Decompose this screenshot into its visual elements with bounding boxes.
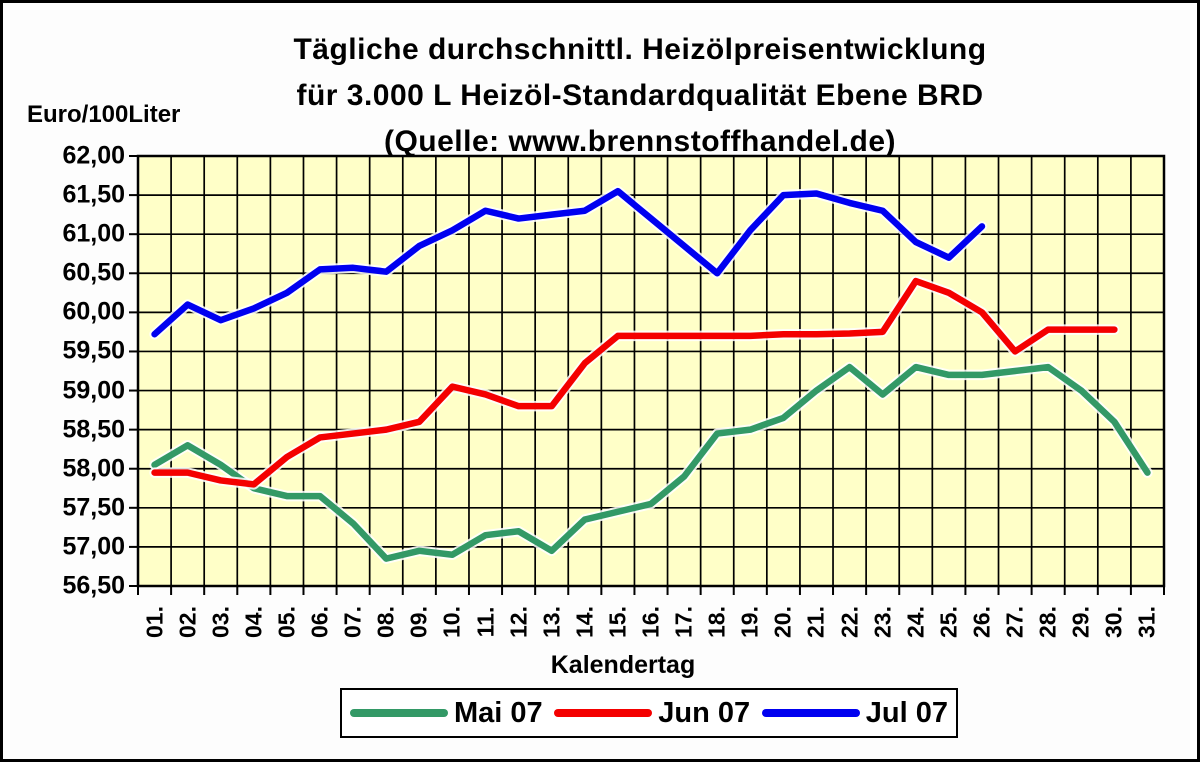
y-tick-label: 61,50 bbox=[62, 180, 125, 209]
legend-entry-mai-07: Mai 07 bbox=[350, 697, 543, 730]
legend: Mai 07 Jun 07 Jul 07 bbox=[340, 688, 958, 738]
x-tick-label: 16. bbox=[637, 606, 664, 638]
x-tick-label: 26. bbox=[968, 606, 995, 638]
x-tick-label: 20. bbox=[769, 606, 796, 638]
x-tick-label: 09. bbox=[405, 606, 432, 638]
x-tick-label: 01. bbox=[141, 606, 168, 638]
y-tick-label: 61,00 bbox=[62, 219, 125, 248]
series-line-mai-07 bbox=[151, 363, 1151, 562]
y-tick-label: 59,00 bbox=[62, 376, 125, 405]
y-tick-label: 56,50 bbox=[62, 571, 125, 600]
x-tick-label: 10. bbox=[438, 606, 465, 638]
y-axis-title: Euro/100Liter bbox=[27, 101, 181, 128]
jun-07-line-sample bbox=[554, 709, 653, 717]
legend-entry-jul-07: Jul 07 bbox=[761, 696, 948, 730]
x-tick-label: 22. bbox=[836, 606, 863, 638]
legend-label-mai-07: Mai 07 bbox=[454, 696, 543, 729]
y-tick-label: 58,50 bbox=[62, 415, 125, 444]
x-tick-label: 07. bbox=[339, 606, 366, 638]
x-tick-label: 06. bbox=[306, 606, 333, 638]
x-tick-label: 03. bbox=[207, 606, 234, 638]
x-tick-label: 02. bbox=[174, 606, 201, 638]
y-tick-label: 60,00 bbox=[62, 297, 125, 326]
x-tick-label: 23. bbox=[869, 606, 896, 638]
y-tick-label: 59,50 bbox=[62, 336, 125, 365]
x-tick-label: 21. bbox=[802, 606, 829, 638]
x-tick-label: 17. bbox=[670, 606, 697, 638]
x-tick-label: 08. bbox=[372, 606, 399, 638]
x-tick-label: 13. bbox=[538, 606, 565, 638]
plot-area bbox=[129, 154, 1166, 595]
x-tick-label: 11. bbox=[472, 606, 499, 638]
chart-title: Tägliche durchschnittl. Heizölpreisentwi… bbox=[93, 27, 1187, 165]
x-tick-label: 31. bbox=[1133, 606, 1160, 638]
chart-title-line-3: (Quelle: www.brennstoffhandel.de) bbox=[383, 125, 897, 158]
series-line-jun-07 bbox=[151, 277, 1118, 488]
x-tick-label: 15. bbox=[604, 606, 631, 638]
y-tick-label: 60,50 bbox=[62, 258, 125, 287]
x-tick-label: 27. bbox=[1001, 606, 1028, 638]
x-tick-label: 29. bbox=[1067, 606, 1094, 638]
x-tick-label: 18. bbox=[703, 606, 730, 638]
x-tick-label: 04. bbox=[240, 606, 267, 638]
mai-07-line-sample bbox=[350, 709, 448, 717]
y-tick-label: 62,00 bbox=[62, 141, 125, 170]
series-line-jul-07 bbox=[151, 187, 986, 338]
x-tick-label: 05. bbox=[273, 606, 300, 638]
y-tick-label: 57,50 bbox=[62, 493, 125, 522]
x-tick-label: 24. bbox=[902, 606, 929, 638]
x-tick-label: 14. bbox=[571, 606, 598, 638]
legend-entry-jun-07: Jun 07 bbox=[554, 697, 750, 730]
x-axis-title: Kalendertag bbox=[550, 651, 696, 679]
x-tick-label: 19. bbox=[736, 606, 763, 638]
legend-label-jun-07: Jun 07 bbox=[658, 696, 751, 729]
x-tick-label: 25. bbox=[935, 606, 962, 638]
jul-07-line-sample bbox=[761, 709, 860, 717]
x-tick-label: 12. bbox=[505, 606, 532, 638]
chart-title-line-2: für 3.000 L Heizöl-Standardqualität Eben… bbox=[296, 79, 984, 112]
x-tick-label: 28. bbox=[1034, 606, 1061, 638]
legend-label-jul-07: Jul 07 bbox=[865, 696, 948, 729]
x-tick-label: 30. bbox=[1100, 606, 1127, 638]
y-tick-label: 57,00 bbox=[62, 532, 125, 561]
y-tick-label: 58,00 bbox=[62, 454, 125, 483]
chart-title-line-1: Tägliche durchschnittl. Heizölpreisentwi… bbox=[293, 33, 987, 66]
